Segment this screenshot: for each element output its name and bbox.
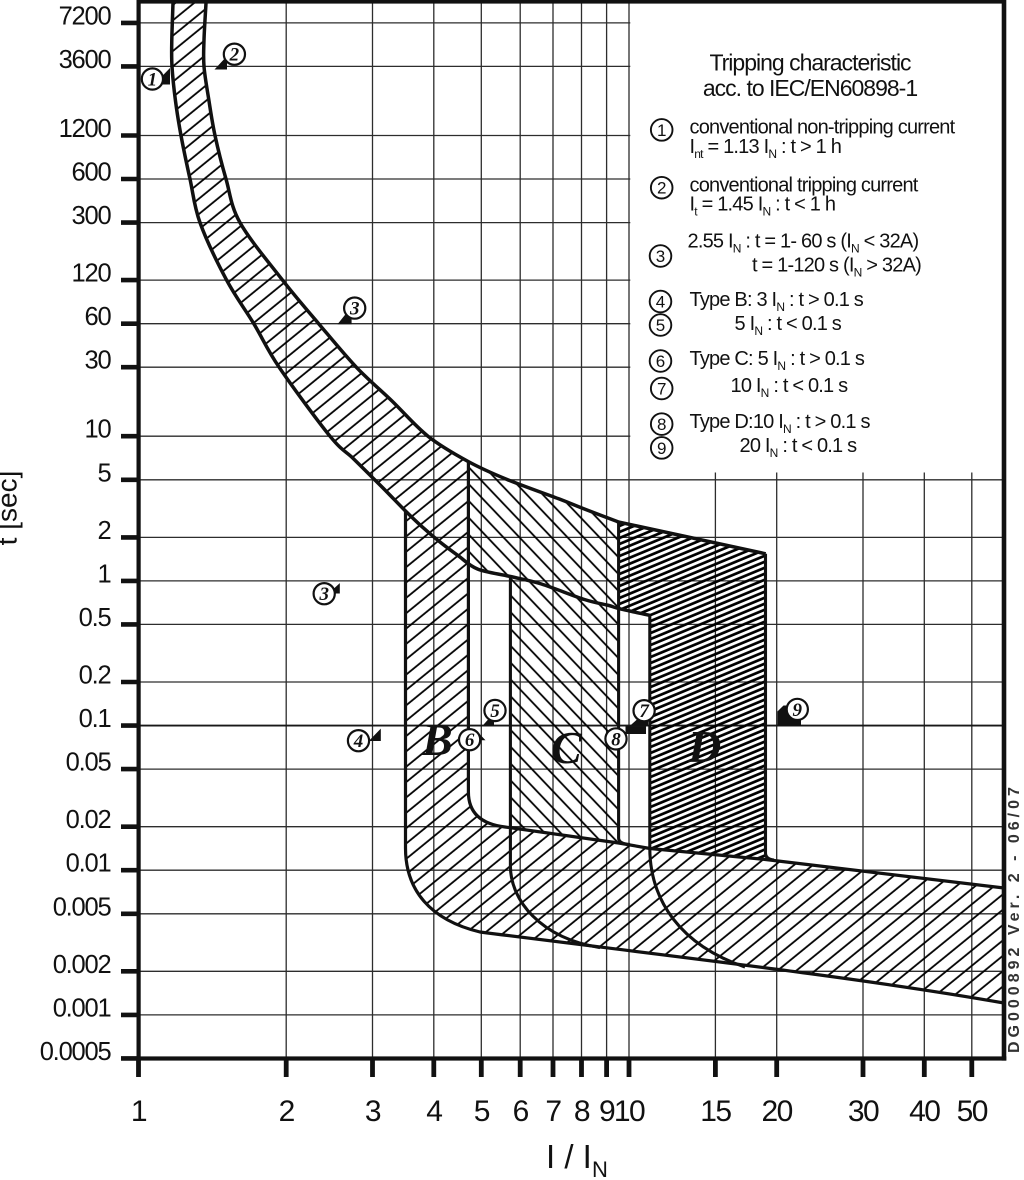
svg-text:1: 1 xyxy=(148,70,158,91)
svg-text:4: 4 xyxy=(426,1095,442,1128)
svg-text:2.55 IN : t = 1- 60 s (IN < 32: 2.55 IN : t = 1- 60 s (IN < 32A) xyxy=(688,231,919,256)
svg-text:0.005: 0.005 xyxy=(53,893,112,921)
svg-text:15: 15 xyxy=(700,1095,731,1128)
svg-text:It = 1.45 IN : t < 1 h: It = 1.45 IN : t < 1 h xyxy=(690,193,836,218)
svg-text:8: 8 xyxy=(611,729,621,750)
svg-text:6: 6 xyxy=(656,352,665,371)
svg-text:50: 50 xyxy=(957,1095,988,1128)
svg-text:0.01: 0.01 xyxy=(66,850,111,878)
svg-text:Type D:10 IN : t > 0.1 s: Type D:10 IN : t > 0.1 s xyxy=(690,411,871,436)
svg-text:10 IN : t < 0.1 s: 10 IN : t < 0.1 s xyxy=(731,375,849,400)
svg-text:conventional tripping current: conventional tripping current xyxy=(690,174,919,196)
svg-text:acc. to IEC/EN60898-1: acc. to IEC/EN60898-1 xyxy=(703,75,917,101)
svg-text:7200: 7200 xyxy=(59,2,112,30)
svg-text:10: 10 xyxy=(85,416,112,444)
svg-text:600: 600 xyxy=(72,159,112,187)
svg-text:8: 8 xyxy=(574,1095,590,1128)
svg-text:9: 9 xyxy=(793,700,803,721)
svg-text:0.002: 0.002 xyxy=(53,951,111,979)
svg-text:0.2: 0.2 xyxy=(79,662,111,690)
svg-text:9: 9 xyxy=(599,1095,615,1128)
svg-text:0.02: 0.02 xyxy=(66,806,111,834)
svg-text:8: 8 xyxy=(657,415,666,434)
svg-text:D: D xyxy=(687,721,721,772)
svg-text:I / I: I / I xyxy=(546,1138,592,1175)
svg-text:Tripping characteristic: Tripping characteristic xyxy=(709,49,911,75)
svg-text:Int = 1.13 IN : t > 1 h: Int = 1.13 IN : t > 1 h xyxy=(690,136,842,161)
svg-text:40: 40 xyxy=(909,1095,940,1128)
svg-text:30: 30 xyxy=(848,1095,879,1128)
svg-text:3: 3 xyxy=(349,299,360,320)
svg-text:60: 60 xyxy=(85,303,112,331)
svg-text:DG000892 Ver. 2 - 06/07: DG000892 Ver. 2 - 06/07 xyxy=(1006,783,1023,1053)
svg-text:20 IN : t < 0.1 s: 20 IN : t < 0.1 s xyxy=(740,435,858,460)
svg-text:3: 3 xyxy=(656,247,665,266)
svg-text:20: 20 xyxy=(762,1095,793,1128)
svg-text:Type B: 3 IN : t > 0.1 s: Type B: 3 IN : t > 0.1 s xyxy=(690,289,864,314)
svg-text:t [sec]: t [sec] xyxy=(0,471,23,546)
svg-text:30: 30 xyxy=(85,347,112,375)
svg-text:9: 9 xyxy=(657,439,666,458)
svg-text:2: 2 xyxy=(657,179,666,198)
svg-text:0.1: 0.1 xyxy=(79,705,111,733)
svg-text:1: 1 xyxy=(657,121,666,140)
svg-text:N: N xyxy=(592,1157,608,1180)
svg-text:120: 120 xyxy=(72,260,112,288)
svg-text:5: 5 xyxy=(98,459,112,487)
svg-text:0.0005: 0.0005 xyxy=(40,1038,112,1066)
svg-text:7: 7 xyxy=(657,380,666,399)
svg-text:6: 6 xyxy=(465,730,475,751)
svg-text:C: C xyxy=(551,722,583,773)
svg-text:1: 1 xyxy=(98,560,111,588)
svg-text:0.5: 0.5 xyxy=(79,604,112,632)
svg-text:7: 7 xyxy=(545,1095,561,1128)
svg-text:5: 5 xyxy=(474,1095,490,1128)
svg-text:B: B xyxy=(421,714,453,765)
svg-text:2: 2 xyxy=(98,517,111,545)
svg-text:5: 5 xyxy=(490,701,500,722)
svg-text:3600: 3600 xyxy=(59,46,112,74)
svg-text:t = 1-120 s (IN > 32A): t = 1-120 s (IN > 32A) xyxy=(752,255,921,280)
svg-text:4: 4 xyxy=(656,293,665,312)
svg-text:2: 2 xyxy=(229,45,240,66)
svg-text:7: 7 xyxy=(639,701,650,722)
svg-text:Type C: 5 IN : t > 0.1 s: Type C: 5 IN : t > 0.1 s xyxy=(690,348,865,373)
svg-text:300: 300 xyxy=(72,202,112,230)
svg-text:1: 1 xyxy=(131,1095,147,1128)
svg-text:0.001: 0.001 xyxy=(53,994,111,1022)
svg-text:3: 3 xyxy=(318,584,329,605)
svg-text:1200: 1200 xyxy=(59,115,112,143)
svg-text:6: 6 xyxy=(513,1095,529,1128)
svg-text:10: 10 xyxy=(614,1095,645,1128)
svg-text:conventional non-tripping curr: conventional non-tripping current xyxy=(690,117,956,139)
svg-text:4: 4 xyxy=(353,731,364,752)
svg-text:3: 3 xyxy=(365,1095,381,1128)
svg-text:0.05: 0.05 xyxy=(66,749,112,777)
svg-text:2: 2 xyxy=(279,1095,295,1128)
svg-text:5: 5 xyxy=(656,316,665,335)
svg-text:5 IN : t < 0.1 s: 5 IN : t < 0.1 s xyxy=(735,313,842,338)
